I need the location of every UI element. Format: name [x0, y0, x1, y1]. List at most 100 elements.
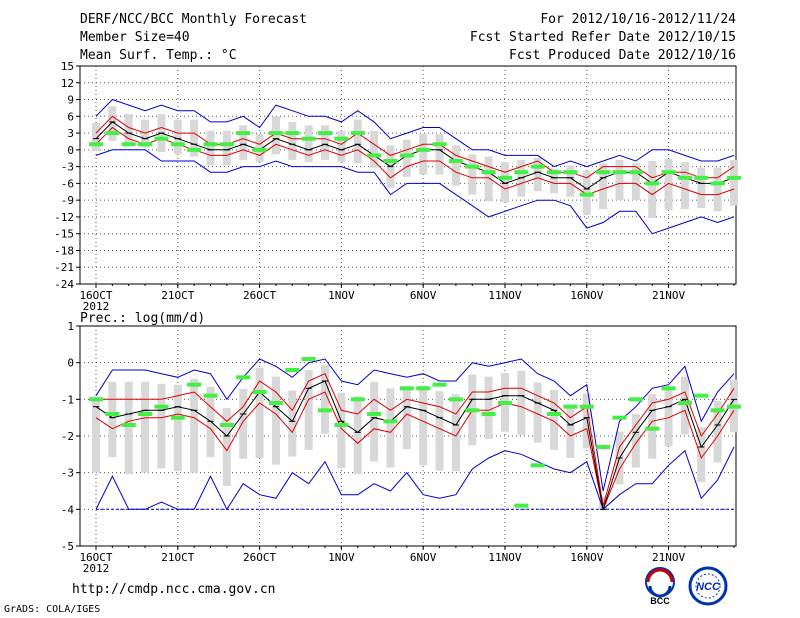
- y-tick-label: -4: [61, 503, 75, 516]
- lower-bound-line: [95, 446, 735, 511]
- observed-marker: [252, 390, 267, 394]
- ensemble-box: [517, 370, 526, 436]
- x-tick-label: 1NOV: [328, 289, 355, 302]
- observed-marker: [89, 397, 103, 402]
- observed-marker: [203, 142, 218, 147]
- observed-marker: [268, 401, 283, 405]
- ensemble-box: [648, 394, 657, 459]
- observed-marker: [530, 463, 545, 468]
- observed-marker: [497, 175, 512, 180]
- observed-marker: [105, 131, 120, 136]
- x-tick-label: 21OCT: [161, 551, 194, 564]
- observed-marker: [399, 386, 414, 391]
- observed-marker: [187, 382, 202, 387]
- x-tick-label: 21OCT: [161, 289, 194, 302]
- ensemble-box: [697, 427, 706, 483]
- ensemble-mean-line: [95, 380, 735, 510]
- y-tick-label: -21: [54, 261, 74, 274]
- ensemble-box: [517, 159, 526, 197]
- ncc-logo-text: NCC: [696, 581, 721, 593]
- x-tick-label: 6NOV: [410, 551, 437, 564]
- ensemble-box: [533, 157, 542, 192]
- observed-marker: [710, 408, 725, 413]
- observed-marker: [596, 170, 611, 175]
- observed-marker: [694, 393, 709, 398]
- ensemble-box: [730, 159, 738, 206]
- y-tick-label: -3: [61, 467, 74, 480]
- bcc-logo: BCC: [645, 567, 675, 606]
- ensemble-box: [321, 364, 330, 434]
- ensemble-box: [599, 163, 608, 210]
- ensemble-box: [713, 400, 722, 463]
- chart-panel-1: 15 12 9 6 3 0 -3 -6 -9 -12 -15 -18 -21 -24 16OCT 21OCT 2…: [54, 60, 741, 313]
- ensemble-box: [370, 381, 379, 462]
- ensemble-box: [370, 130, 379, 168]
- observed-marker: [661, 170, 676, 175]
- observed-marker: [481, 412, 496, 416]
- y-tick-label: -5: [61, 540, 74, 553]
- y-tick-label: -9: [61, 194, 74, 207]
- observed-marker: [367, 153, 382, 158]
- ensemble-box: [550, 168, 559, 194]
- observed-marker: [138, 142, 153, 147]
- observed-marker: [694, 175, 709, 180]
- y-tick-label: 0: [67, 357, 74, 370]
- ensemble-box: [304, 125, 313, 163]
- upper-bound-line: [95, 358, 735, 492]
- observed-marker: [579, 404, 594, 409]
- observed-marker: [154, 136, 169, 141]
- observed-marker: [563, 170, 578, 175]
- observed-marker: [465, 164, 480, 169]
- observed-marker: [727, 404, 741, 409]
- ensemble-box: [566, 404, 575, 458]
- ensemble-box: [386, 388, 395, 468]
- observed-marker: [645, 181, 660, 186]
- observed-marker: [497, 401, 512, 405]
- observed-marker: [481, 170, 496, 175]
- ensemble-box: [190, 378, 199, 473]
- variable-label: Mean Surf. Temp.: °C: [80, 48, 237, 63]
- x-year-label: 2012: [83, 300, 110, 313]
- observed-marker: [432, 382, 447, 387]
- q90-line: [95, 115, 735, 179]
- x-tick-label: 16OCT: [79, 551, 112, 564]
- x-tick-label: 6NOV: [410, 289, 437, 302]
- y-tick-label: -3: [61, 161, 74, 174]
- y-tick-label: 15: [61, 60, 74, 73]
- observed-marker: [285, 131, 300, 136]
- ensemble-box: [239, 389, 248, 459]
- ensemble-box: [108, 106, 117, 141]
- source-url[interactable]: http://cmdp.ncc.cma.gov.cn: [72, 582, 276, 597]
- ensemble-box: [451, 394, 460, 472]
- ensemble-box: [239, 125, 248, 160]
- lower-bound-line: [95, 149, 735, 235]
- observed-marker: [677, 175, 692, 180]
- ensemble-box: [566, 165, 575, 197]
- q90-line: [96, 373, 735, 506]
- q10-line: [95, 391, 735, 512]
- ensemble-box: [124, 114, 133, 146]
- observed-marker: [448, 159, 463, 164]
- x-year-label: 2012: [83, 562, 110, 575]
- y-tick-label: -2: [61, 430, 74, 443]
- ensemble-box: [582, 393, 591, 449]
- observed-marker: [89, 142, 103, 147]
- ncc-logo: NCC: [688, 566, 728, 606]
- ensemble-box: [124, 381, 133, 475]
- ensemble-box: [435, 391, 444, 471]
- ensemble-box: [173, 384, 182, 472]
- observed-marker: [334, 136, 349, 141]
- ensemble-box: [222, 130, 231, 166]
- observed-marker: [187, 147, 202, 152]
- observed-marker: [432, 142, 447, 147]
- observed-marker: [710, 181, 725, 186]
- ensemble-box: [321, 125, 330, 160]
- observed-marker: [563, 404, 578, 409]
- observed-marker: [727, 175, 741, 180]
- agency-logos: BCC NCC: [645, 566, 728, 606]
- observed-marker: [465, 408, 480, 413]
- y-tick-label: -6: [61, 177, 74, 190]
- y-tick-label: -24: [54, 278, 74, 291]
- y-tick-label: 3: [67, 127, 74, 140]
- observed-marker: [170, 142, 185, 147]
